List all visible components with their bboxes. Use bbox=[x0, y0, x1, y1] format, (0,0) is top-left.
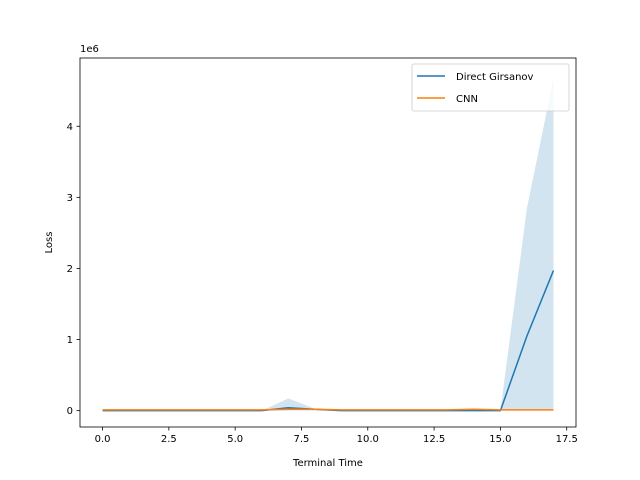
series-line-1 bbox=[102, 408, 554, 411]
x-tick-label: 7.5 bbox=[294, 434, 310, 445]
y-tick-label: 1 bbox=[67, 335, 73, 346]
x-tick-label: 2.5 bbox=[161, 434, 177, 445]
x-tick-label: 15.0 bbox=[489, 434, 511, 445]
x-tick-label: 12.5 bbox=[423, 434, 445, 445]
x-tick-label: 0.0 bbox=[95, 434, 111, 445]
y-tick-label: 0 bbox=[67, 406, 73, 417]
x-axis: 0.0 2.5 5.0 7.5 10.0 12.5 15.0 17.5 bbox=[95, 427, 578, 445]
plot-area bbox=[79, 57, 577, 428]
y-axis: 0 1 2 3 4 bbox=[67, 122, 80, 417]
series-band-0 bbox=[102, 78, 554, 411]
x-axis-label: Terminal Time bbox=[292, 458, 363, 469]
x-tick-label: 17.5 bbox=[556, 434, 578, 445]
legend-label: Direct Girsanov bbox=[456, 72, 534, 83]
y-tick-label: 2 bbox=[67, 264, 73, 275]
y-tick-label: 3 bbox=[67, 193, 73, 204]
legend-box bbox=[411, 63, 570, 112]
x-tick-label: 10.0 bbox=[357, 434, 379, 445]
legend: Direct Girsanov CNN bbox=[411, 63, 570, 112]
plot-frame bbox=[79, 57, 577, 428]
y-tick-label: 4 bbox=[67, 122, 73, 133]
y-offset-label: 1e6 bbox=[80, 44, 99, 55]
y-axis-label: Loss bbox=[44, 232, 55, 254]
legend-label: CNN bbox=[456, 94, 478, 105]
x-tick-label: 5.0 bbox=[227, 434, 243, 445]
